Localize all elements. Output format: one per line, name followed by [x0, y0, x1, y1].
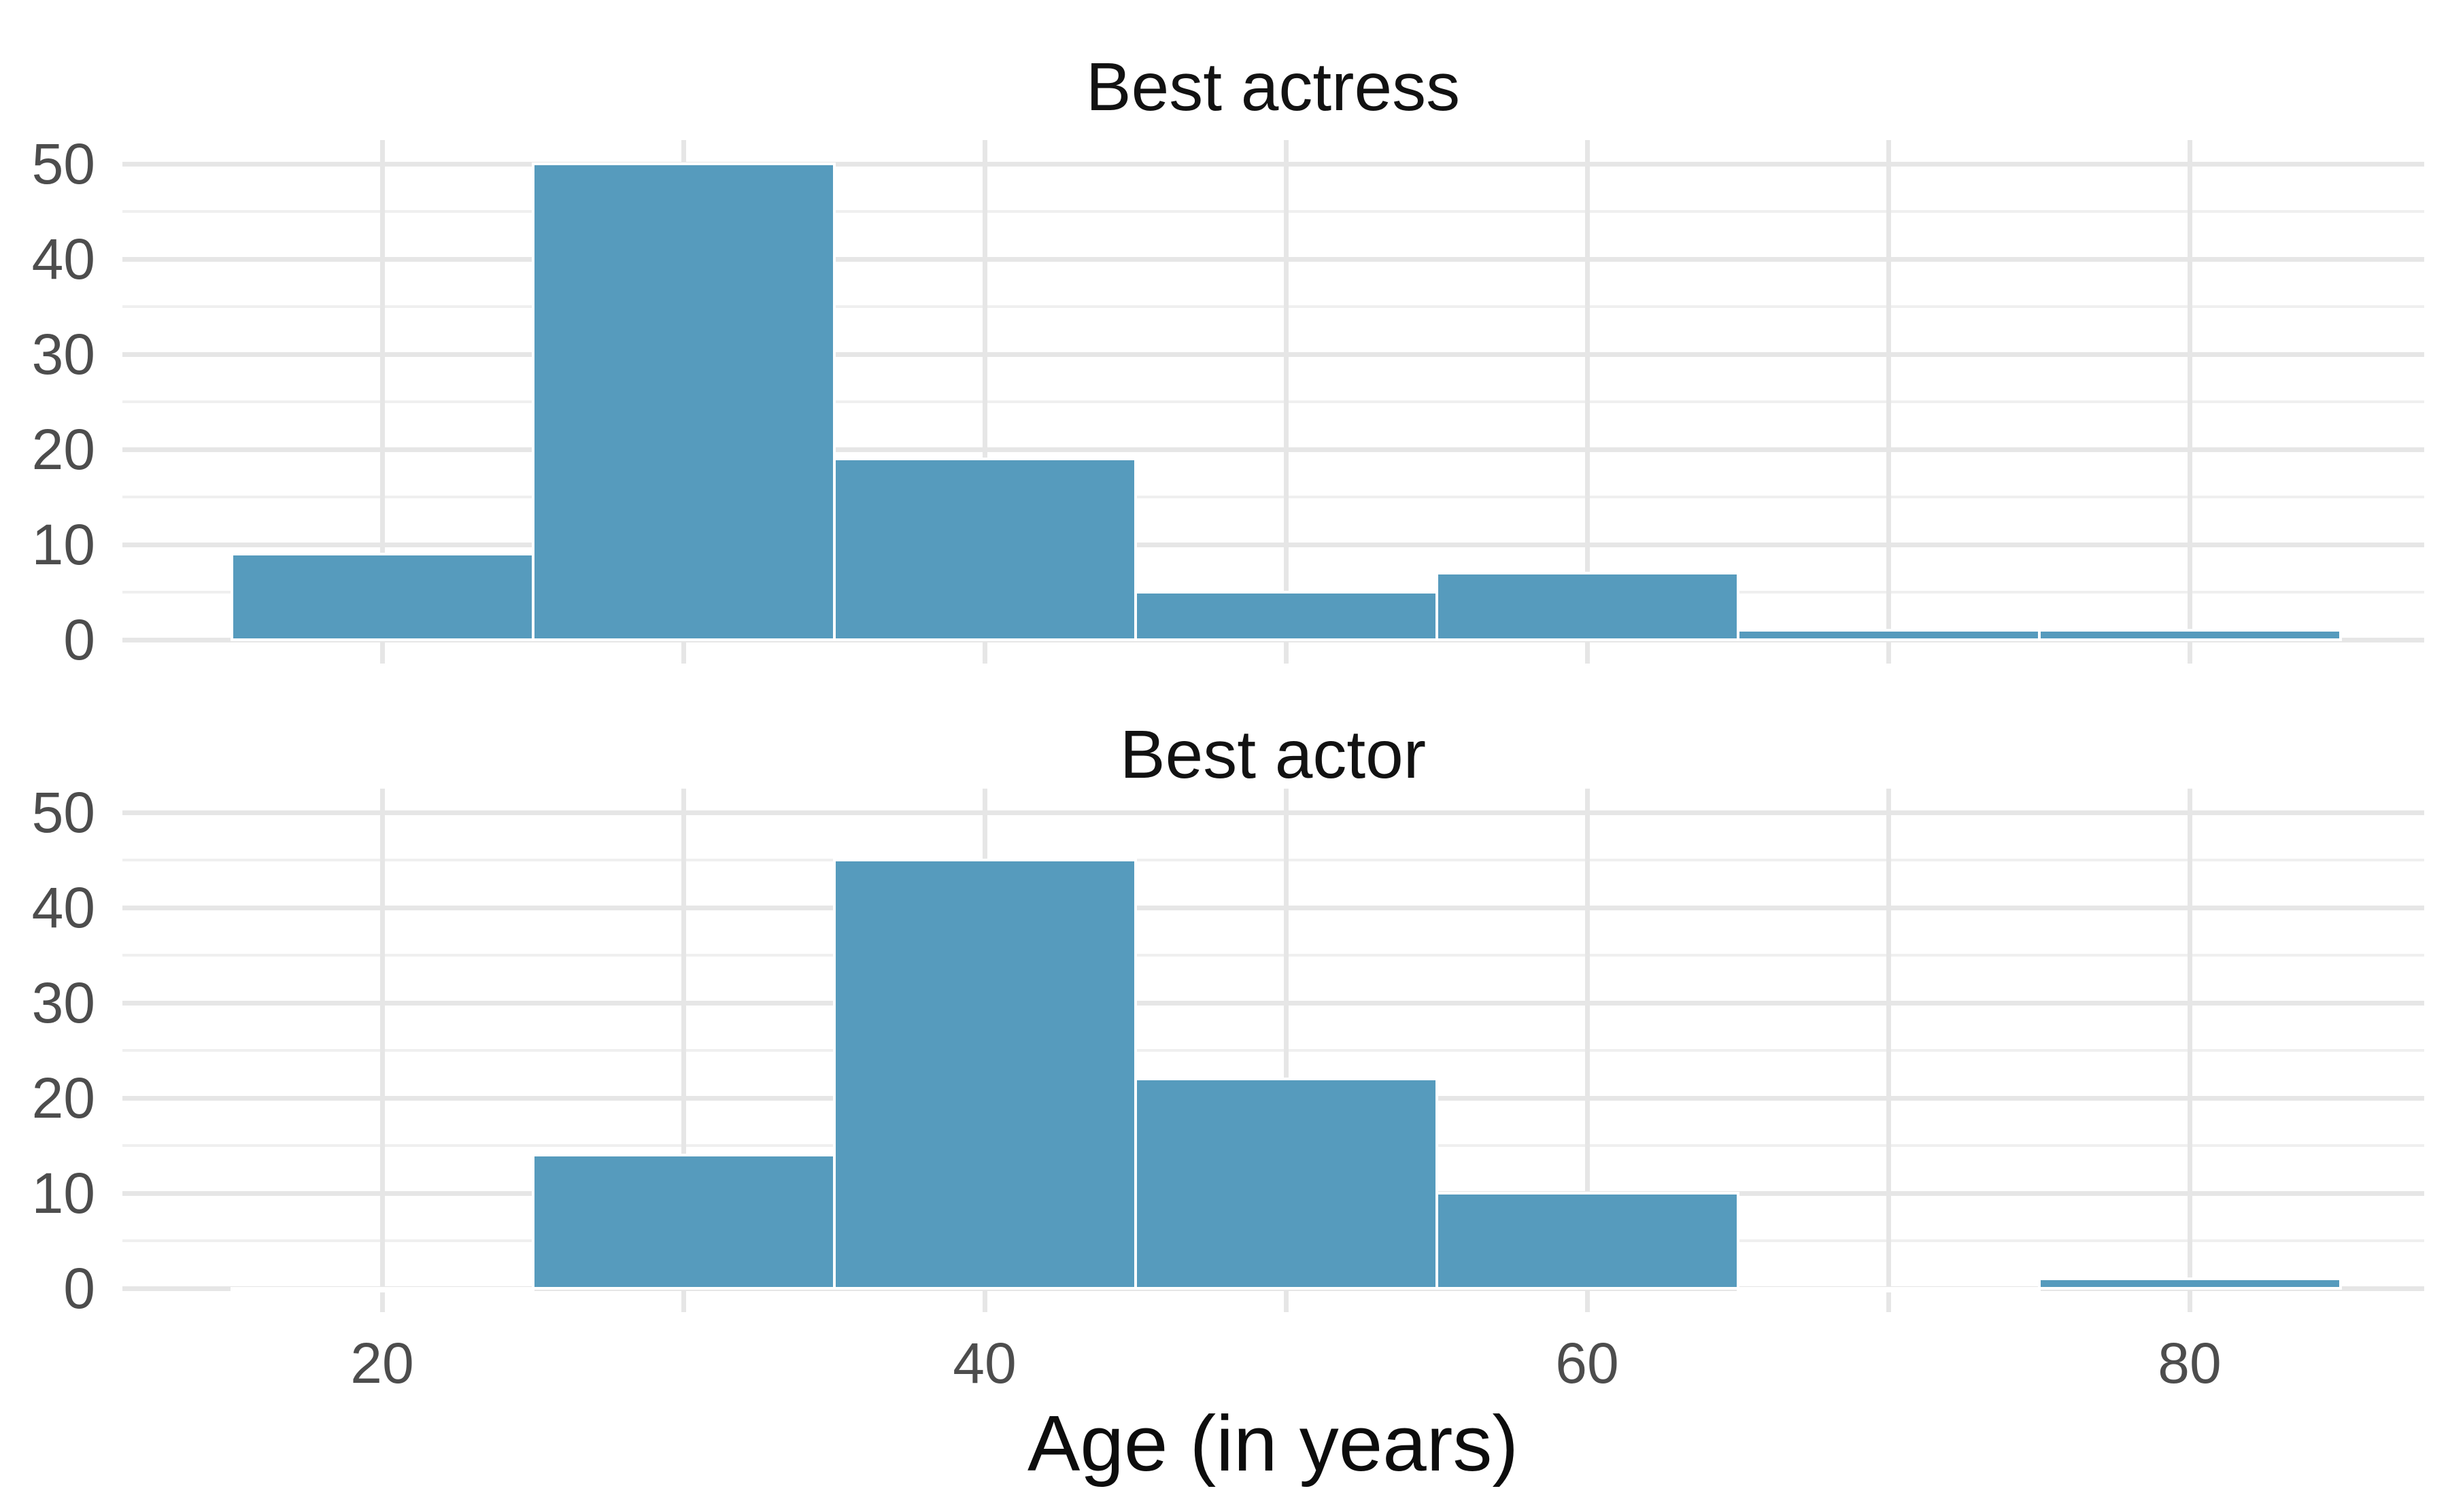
gridline-major-horizontal: [122, 1000, 2424, 1006]
gridline-vertical: [982, 140, 987, 664]
gridline-vertical: [2187, 140, 2192, 664]
gridline-minor-horizontal: [122, 496, 2424, 498]
gridline-major-horizontal: [122, 351, 2424, 357]
y-tick-label: 20: [31, 1066, 95, 1130]
x-tick-label: 60: [1555, 1331, 1619, 1395]
gridline-major-horizontal: [122, 256, 2424, 262]
gridline-minor-horizontal: [122, 400, 2424, 403]
y-tick-label: 50: [31, 132, 95, 196]
x-tick-label: 80: [2158, 1331, 2222, 1395]
histogram-bar: [832, 458, 1137, 641]
y-tick-label: 0: [63, 1256, 95, 1320]
y-tick-label: 30: [31, 322, 95, 386]
y-tick-label: 40: [31, 876, 95, 940]
histogram-bar: [832, 859, 1137, 1290]
gridline-minor-horizontal: [122, 305, 2424, 308]
facet-title-best-actor: Best actor: [1119, 717, 1427, 793]
y-tick-label: 10: [31, 1161, 95, 1225]
gridline-major-horizontal: [122, 542, 2424, 547]
gridline-vertical: [2187, 789, 2192, 1312]
histogram-bar: [1736, 1287, 2041, 1292]
facet-title-best-actress: Best actress: [1085, 49, 1461, 125]
histogram-bar: [2037, 1277, 2342, 1290]
histogram-bar: [531, 162, 836, 641]
y-tick-label: 50: [31, 780, 95, 844]
gridline-minor-horizontal: [122, 954, 2424, 957]
gridline-vertical: [681, 789, 686, 1312]
histogram-bar: [1134, 1078, 1438, 1290]
y-tick-label: 20: [31, 417, 95, 481]
histogram-bar: [1736, 629, 2041, 641]
histogram-bar: [2037, 629, 2342, 641]
y-tick-label: 40: [31, 227, 95, 291]
x-axis-title: Age (in years): [1027, 1399, 1519, 1488]
gridline-vertical: [379, 140, 385, 664]
histogram-bar: [1134, 591, 1438, 641]
gridline-minor-horizontal: [122, 1049, 2424, 1052]
histogram-bar: [1435, 1192, 1739, 1290]
y-tick-label: 10: [31, 513, 95, 577]
panel-best-actress: [122, 140, 2424, 664]
gridline-vertical: [1584, 789, 1590, 1312]
gridline-vertical: [1584, 140, 1590, 664]
gridline-vertical: [1886, 140, 1891, 664]
gridline-vertical: [379, 789, 385, 1312]
gridline-vertical: [1283, 789, 1289, 1312]
x-tick-label: 20: [350, 1331, 414, 1395]
gridline-vertical: [1886, 789, 1891, 1312]
x-tick-label: 40: [953, 1331, 1017, 1395]
histogram-bar: [1435, 572, 1739, 641]
histogram-bar: [230, 553, 534, 641]
gridline-major-horizontal: [122, 161, 2424, 167]
gridline-major-horizontal: [122, 447, 2424, 452]
y-tick-label: 0: [63, 608, 95, 672]
y-tick-label: 30: [31, 971, 95, 1035]
histogram-bar: [230, 1287, 534, 1292]
histogram-bar: [531, 1154, 836, 1290]
gridline-minor-horizontal: [122, 210, 2424, 213]
gridline-vertical: [1283, 140, 1289, 664]
panel-best-actor: [122, 789, 2424, 1312]
gridline-minor-horizontal: [122, 859, 2424, 861]
gridline-major-horizontal: [122, 810, 2424, 815]
gridline-major-horizontal: [122, 905, 2424, 910]
